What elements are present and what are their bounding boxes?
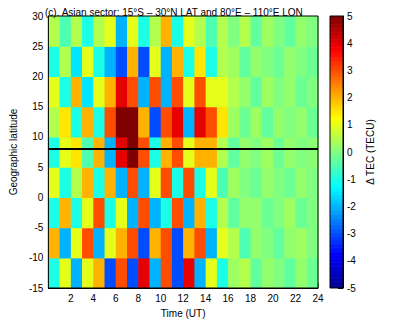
svg-text:0: 0 [38,192,44,203]
svg-text:Time (UT): Time (UT) [161,308,206,319]
svg-text:-2: -2 [347,201,356,212]
svg-text:Δ TEC (TECU): Δ TEC (TECU) [365,119,376,185]
svg-text:5: 5 [347,11,353,22]
svg-text:-15: -15 [29,283,44,294]
svg-text:16: 16 [223,293,235,304]
svg-text:-4: -4 [347,255,356,266]
svg-text:4: 4 [91,293,97,304]
svg-text:12: 12 [178,293,190,304]
svg-text:3: 3 [347,65,353,76]
svg-text:6: 6 [113,293,119,304]
svg-text:-10: -10 [29,252,44,263]
svg-text:10: 10 [155,293,167,304]
svg-text:2: 2 [347,92,353,103]
svg-text:30: 30 [32,11,44,22]
svg-text:8: 8 [135,293,141,304]
svg-text:20: 20 [267,293,279,304]
svg-text:Geographic latitude: Geographic latitude [8,108,19,195]
svg-text:14: 14 [200,293,212,304]
svg-text:2: 2 [68,293,74,304]
svg-text:18: 18 [245,293,257,304]
svg-text:1: 1 [347,119,353,130]
svg-text:24: 24 [312,293,324,304]
svg-text:25: 25 [32,41,44,52]
svg-text:-5: -5 [34,222,43,233]
svg-text:0: 0 [347,147,353,158]
svg-text:10: 10 [32,131,44,142]
svg-text:4: 4 [347,38,353,49]
svg-text:-5: -5 [347,283,356,294]
svg-text:22: 22 [290,293,302,304]
svg-text:5: 5 [38,162,44,173]
svg-text:-1: -1 [347,174,356,185]
svg-text:20: 20 [32,71,44,82]
svg-text:(c). Asian sector: 15°S – 30°N: (c). Asian sector: 15°S – 30°N LAT and 8… [45,7,303,18]
svg-text:-3: -3 [347,228,356,239]
svg-text:15: 15 [32,101,44,112]
